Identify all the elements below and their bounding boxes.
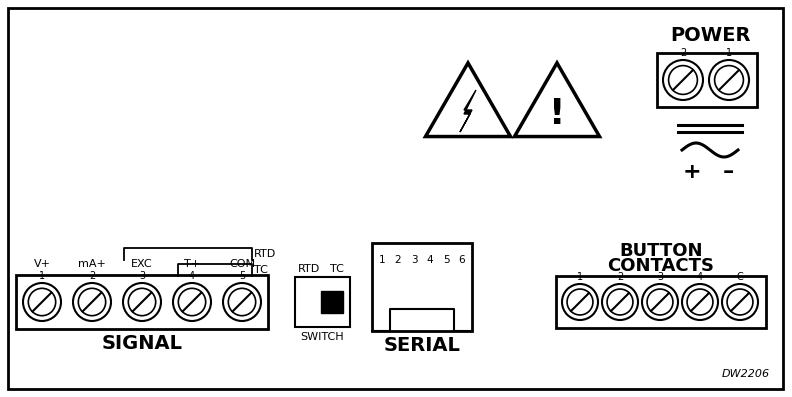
Text: V+: V+ (33, 259, 51, 269)
Text: RTD: RTD (254, 249, 276, 259)
Text: 1: 1 (726, 48, 732, 58)
Text: 3: 3 (411, 255, 417, 265)
Circle shape (29, 288, 55, 316)
Circle shape (223, 283, 261, 321)
Text: 5: 5 (443, 255, 449, 265)
Text: 3: 3 (657, 272, 663, 282)
Bar (16, 275, 268, 329)
Text: 3: 3 (139, 271, 145, 281)
Text: 1: 1 (577, 272, 583, 282)
Circle shape (602, 284, 638, 320)
Text: RTD: RTD (298, 264, 320, 274)
Text: SWITCH: SWITCH (301, 332, 345, 342)
Circle shape (647, 289, 673, 315)
Bar (556, 276, 766, 328)
Polygon shape (460, 90, 476, 132)
Circle shape (722, 284, 758, 320)
Circle shape (23, 283, 61, 321)
Text: DW2206: DW2206 (722, 369, 770, 379)
Text: +: + (683, 162, 701, 182)
Text: 2: 2 (89, 271, 95, 281)
Text: –: – (722, 162, 733, 182)
Text: TC: TC (254, 265, 268, 275)
Circle shape (668, 66, 698, 94)
Circle shape (228, 288, 256, 316)
Text: 4: 4 (427, 255, 433, 265)
Text: 5: 5 (239, 271, 246, 281)
Bar (295, 277, 350, 327)
Circle shape (642, 284, 678, 320)
Circle shape (607, 289, 633, 315)
Circle shape (567, 289, 593, 315)
Circle shape (709, 60, 749, 100)
Circle shape (727, 289, 753, 315)
Text: 2: 2 (617, 272, 623, 282)
Circle shape (173, 283, 211, 321)
Text: 4: 4 (697, 272, 703, 282)
Text: 6: 6 (459, 255, 466, 265)
Text: BUTTON: BUTTON (619, 242, 703, 260)
Text: T+: T+ (184, 259, 200, 269)
Circle shape (714, 66, 744, 94)
Text: 4: 4 (189, 271, 195, 281)
Text: C: C (737, 272, 744, 282)
Circle shape (123, 283, 161, 321)
Text: 1: 1 (379, 255, 386, 265)
Text: EXC: EXC (131, 259, 153, 269)
Text: COM: COM (229, 259, 255, 269)
Circle shape (78, 288, 105, 316)
Text: CONTACTS: CONTACTS (607, 257, 714, 275)
Circle shape (682, 284, 718, 320)
Circle shape (562, 284, 598, 320)
Text: TC: TC (330, 264, 344, 274)
Text: !: ! (549, 97, 565, 131)
Bar (372, 243, 472, 331)
Text: mA+: mA+ (78, 259, 106, 269)
Circle shape (128, 288, 156, 316)
Circle shape (178, 288, 206, 316)
Bar (657, 53, 757, 107)
Bar (321, 291, 343, 313)
Text: 2: 2 (680, 48, 686, 58)
Text: SIGNAL: SIGNAL (101, 334, 182, 353)
Text: SERIAL: SERIAL (383, 336, 460, 355)
Circle shape (687, 289, 713, 315)
Polygon shape (425, 63, 511, 137)
Text: 1: 1 (39, 271, 45, 281)
Text: POWER: POWER (670, 26, 750, 45)
Circle shape (73, 283, 111, 321)
Polygon shape (515, 63, 600, 137)
Text: 2: 2 (394, 255, 402, 265)
Circle shape (663, 60, 703, 100)
